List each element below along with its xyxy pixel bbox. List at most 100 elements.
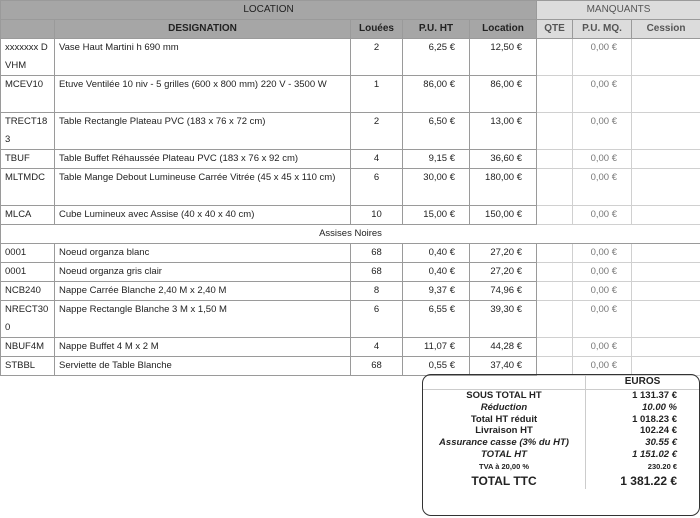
total-label: TOTAL HT xyxy=(423,448,586,461)
cession-cell xyxy=(631,356,700,376)
pu-ht-cell: 0,55 € xyxy=(402,356,470,376)
total-line: Réduction 10.00 % xyxy=(423,401,699,414)
total-line: TOTAL HT 1 151.02 € xyxy=(423,448,699,461)
total-value: 230.20 € xyxy=(647,461,677,471)
designation-cell: Nappe Rectangle Blanche 3 M x 1,50 M xyxy=(54,300,351,338)
table-row: NCB240 Nappe Carrée Blanche 2,40 M x 2,40… xyxy=(0,281,700,301)
location-cell: 13,00 € xyxy=(468,112,538,150)
code-cell: NCB240 xyxy=(0,281,55,301)
pu-ht-cell: 6,50 € xyxy=(402,112,470,150)
pu-mq-cell: 0,00 € xyxy=(572,281,633,301)
currency-header: EUROS xyxy=(585,375,699,390)
designation-cell: Cube Lumineux avec Assise (40 x 40 x 40 … xyxy=(54,205,351,225)
section-row: Assises Noires xyxy=(0,224,700,244)
pu-ht-cell: 30,00 € xyxy=(402,168,470,206)
code-cell: NRECT300 xyxy=(0,300,55,338)
total-value: 102.24 € xyxy=(640,425,677,437)
qte-cell xyxy=(536,75,574,113)
total-value: 1 131.37 € xyxy=(632,390,677,401)
designation-cell: Nappe Carrée Blanche 2,40 M x 2,40 M xyxy=(54,281,351,301)
total-label: TVA à 20,00 % xyxy=(423,460,586,473)
pu-mq-cell: 0,00 € xyxy=(572,337,633,357)
qte-cell xyxy=(536,168,574,206)
total-label: TOTAL TTC xyxy=(423,472,586,489)
location-cell: 44,28 € xyxy=(468,337,538,357)
louees-cell: 1 xyxy=(350,75,403,113)
table-row: MLTMDC Table Mange Debout Lumineuse Carré… xyxy=(0,168,700,206)
pu-mq-cell: 0,00 € xyxy=(572,205,633,225)
designation-cell: Vase Haut Martini h 690 mm xyxy=(54,38,351,76)
code-cell: MLTMDC xyxy=(0,168,55,206)
pu-ht-cell: 11,07 € xyxy=(402,337,470,357)
total-label: Réduction xyxy=(423,401,586,414)
table-row: STBBL Serviette de Table Blanche 68 0,55 €3… xyxy=(0,356,700,376)
qte-cell xyxy=(536,281,574,301)
location-cell: 150,00 € xyxy=(468,205,538,225)
total-label: Assurance casse (3% du HT) xyxy=(423,437,586,449)
qte-cell xyxy=(536,112,574,150)
total-value: 1 018.23 € xyxy=(632,413,677,425)
louees-cell: 6 xyxy=(350,168,403,206)
table-row: NRECT300 Nappe Rectangle Blanche 3 M x 1,… xyxy=(0,300,700,338)
louees-cell: 6 xyxy=(350,300,403,338)
louees-cell: 2 xyxy=(350,112,403,150)
code-cell: xxxxxxx DVHM xyxy=(0,38,55,76)
louees-cell: 4 xyxy=(350,337,403,357)
code-cell: MLCA xyxy=(0,205,55,225)
designation-cell: Table Buffet Réhaussée Plateau PVC (183 … xyxy=(54,149,351,169)
qte-cell xyxy=(536,356,574,376)
location-cell: 12,50 € xyxy=(468,38,538,76)
pu-mq-cell: 0,00 € xyxy=(572,262,633,282)
qte-cell xyxy=(536,205,574,225)
location-cell: 37,40 € xyxy=(468,356,538,376)
location-cell: 27,20 € xyxy=(468,243,538,263)
code-cell: STBBL xyxy=(0,356,55,376)
code-cell: TBUF xyxy=(0,149,55,169)
pu-mq-cell: 0,00 € xyxy=(572,149,633,169)
qte-cell xyxy=(536,337,574,357)
code-cell: NBUF4M xyxy=(0,337,55,357)
location-cell: 74,96 € xyxy=(468,281,538,301)
code-cell: 0001 xyxy=(0,243,55,263)
table-row: 0001 Noeud organza gris clair 68 0,40 €27,2… xyxy=(0,262,700,282)
table-row: TRECT183 Table Rectangle Plateau PVC (183… xyxy=(0,112,700,150)
total-line: Livraison HT 102.24 € xyxy=(423,425,699,438)
cession-cell xyxy=(631,262,700,282)
location-cell: 27,20 € xyxy=(468,262,538,282)
location-cell: 36,60 € xyxy=(468,149,538,169)
col-louees: Louées xyxy=(350,19,403,39)
col-code xyxy=(0,19,55,39)
col-pu-ht: P.U. HT xyxy=(402,19,470,39)
total-line: TOTAL TTC 1 381.22 € xyxy=(423,472,699,489)
designation-cell: Table Mange Debout Lumineuse Carrée Vitr… xyxy=(54,168,351,206)
louees-cell: 68 xyxy=(350,356,403,376)
pu-ht-cell: 9,15 € xyxy=(402,149,470,169)
location-cell: 180,00 € xyxy=(468,168,538,206)
qte-cell xyxy=(536,149,574,169)
location-cell: 39,30 € xyxy=(468,300,538,338)
qte-cell xyxy=(536,243,574,263)
table-row: MCEV10 Etuve Ventilée 10 niv - 5 grilles … xyxy=(0,75,700,113)
pu-ht-cell: 86,00 € xyxy=(402,75,470,113)
louees-cell: 68 xyxy=(350,243,403,263)
qte-cell xyxy=(536,262,574,282)
designation-cell: Noeud organza gris clair xyxy=(54,262,351,282)
pu-ht-cell: 0,40 € xyxy=(402,243,470,263)
total-line: TVA à 20,00 % 230.20 € xyxy=(423,460,699,473)
location-cell: 86,00 € xyxy=(468,75,538,113)
code-cell: 0001 xyxy=(0,262,55,282)
cession-cell xyxy=(631,38,700,76)
table-row: MLCA Cube Lumineux avec Assise (40 x 40 x… xyxy=(0,205,700,225)
total-value: 10.00 % xyxy=(642,401,677,413)
col-designation: DESIGNATION xyxy=(54,19,351,39)
designation-cell: Serviette de Table Blanche xyxy=(54,356,351,376)
manquants-group-header: MANQUANTS xyxy=(536,0,700,20)
code-cell: MCEV10 xyxy=(0,75,55,113)
cession-cell xyxy=(631,243,700,263)
cession-cell xyxy=(631,149,700,169)
total-value: 30.55 € xyxy=(645,437,677,449)
louees-cell: 8 xyxy=(350,281,403,301)
pu-ht-cell: 9,37 € xyxy=(402,281,470,301)
pu-mq-cell: 0,00 € xyxy=(572,300,633,338)
pu-ht-cell: 0,40 € xyxy=(402,262,470,282)
